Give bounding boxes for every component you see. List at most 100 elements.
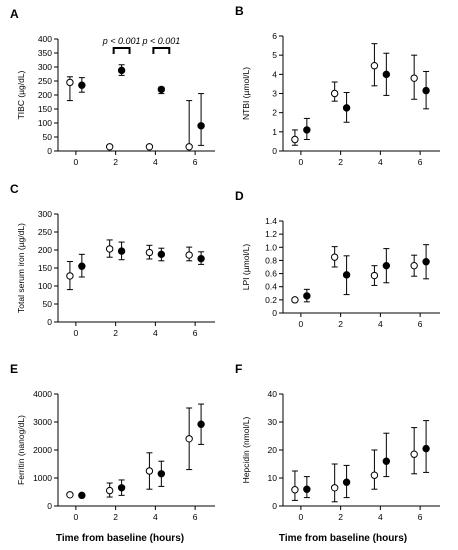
panel-letter: A [10,7,19,21]
open-data-point [330,89,339,98]
open-data-point [105,245,114,253]
y-tick-label: 2 [272,108,277,118]
p-value-annotation: p < 0.001 [102,36,141,46]
open-data-point [291,296,299,304]
filled-data-point [303,485,311,493]
y-axis-label: Ferritin (nanog/dL) [16,415,26,485]
open-data-point [66,78,74,87]
y-tick-label: 4 [272,69,277,79]
y-tick-label: 150 [38,104,52,114]
y-axis-label: Total serum iron (µg/dL) [16,223,26,313]
filled-data-point [78,262,86,270]
filled-data-point [157,85,166,94]
filled-data-point [342,478,351,486]
y-tick-label: 100 [38,281,52,291]
filled-data-point [303,126,311,134]
panel-c: C 0 50 100 150 200 250 300 0 2 4 6 Total serum iron … [10,182,215,338]
filled-data-point [78,81,86,89]
y-tick-label: 0 [272,146,277,156]
x-tick-label: 2 [338,157,343,167]
filled-data-point [197,254,205,263]
y-axis-label: TIBC (µg/dL) [16,70,26,119]
open-data-point [410,261,418,270]
y-tick-label: 100 [38,118,52,128]
y-axis-label: LPI (µmol/L) [241,244,251,291]
y-tick-label: 250 [38,76,52,86]
y-tick-label: 0 [47,501,52,511]
y-tick-label: 200 [38,90,52,100]
open-data-point [291,486,299,494]
x-tick-label: 0 [299,157,304,167]
x-axis-label-left: Time from baseline (hours) [56,533,184,544]
y-tick-label: 5 [272,50,277,60]
panel-letter: D [235,189,244,203]
open-data-point [185,435,193,443]
open-data-point [330,253,339,261]
open-data-point [105,143,114,151]
y-tick-label: 4000 [33,389,52,399]
panel-letter: B [235,4,244,18]
y-tick-label: 40 [268,389,278,399]
y-axis-label: Hepcidin (nmol/L) [241,417,251,484]
p-value-annotation: p < 0.001 [141,36,180,46]
x-tick-label: 2 [113,328,118,338]
open-data-point [145,467,154,475]
filled-data-point [422,258,430,266]
y-tick-label: 10 [268,473,278,483]
filled-data-point [382,261,391,270]
y-tick-label: 20 [268,445,278,455]
filled-data-point [197,122,205,130]
filled-data-point [342,104,351,112]
filled-data-point [382,70,391,79]
y-tick-label: 50 [43,299,53,309]
y-tick-label: 0 [272,501,277,511]
y-tick-label: 3000 [33,417,52,427]
open-data-point [370,62,379,70]
panel-b: B 0 1 2 3 4 5 6 0 2 4 6 NTBI (µmol/L) [235,4,440,167]
open-data-point [330,484,339,492]
x-tick-label: 4 [378,157,383,167]
panel-letter: C [10,182,19,196]
filled-data-point [117,484,126,492]
y-tick-label: 200 [38,245,52,255]
open-data-point [66,491,74,499]
x-tick-label: 6 [193,512,198,522]
open-data-point [145,248,154,257]
x-tick-label: 6 [418,157,423,167]
x-tick-label: 0 [74,512,79,522]
open-data-point [410,450,418,458]
x-tick-label: 0 [299,512,304,522]
y-tick-label: 1000 [33,473,52,483]
open-data-point [370,271,379,280]
y-tick-label: 1.2 [265,229,277,239]
filled-data-point [422,444,430,453]
x-tick-label: 2 [338,512,343,522]
filled-data-point [303,292,311,300]
panel-letter: E [10,362,18,376]
open-data-point [185,251,193,259]
y-tick-label: 0.6 [265,269,277,279]
filled-data-point [382,457,391,465]
y-tick-label: 1 [272,127,277,137]
filled-data-point [78,491,86,500]
panel-f: F 0 10 20 30 40 0 2 4 6 Hepcidin (nmol/L) [235,362,440,522]
y-tick-label: 0.2 [265,295,277,305]
open-data-point [410,74,418,82]
y-tick-label: 300 [38,62,52,72]
y-tick-label: 0 [47,317,52,327]
panel-d: D 0 0.2 0.4 0.6 0.8 1.0 1.2 1.4 0 2 4 6 LPI (µmol/L) [235,189,440,329]
y-tick-label: 300 [38,209,52,219]
filled-data-point [157,250,166,259]
panel-e: E 0 1000 2000 3000 4000 0 2 4 6 Ferritin (nanog/dL… [10,362,215,522]
open-data-point [370,471,379,479]
x-tick-label: 6 [418,319,423,329]
x-tick-label: 6 [193,157,198,167]
filled-data-point [157,470,166,478]
filled-data-point [117,66,126,75]
x-tick-label: 0 [299,319,304,329]
x-tick-label: 6 [193,328,198,338]
x-axis-label-right: Time from baseline (hours) [279,533,407,544]
panel-letter: F [235,362,242,376]
filled-data-point [422,86,430,95]
